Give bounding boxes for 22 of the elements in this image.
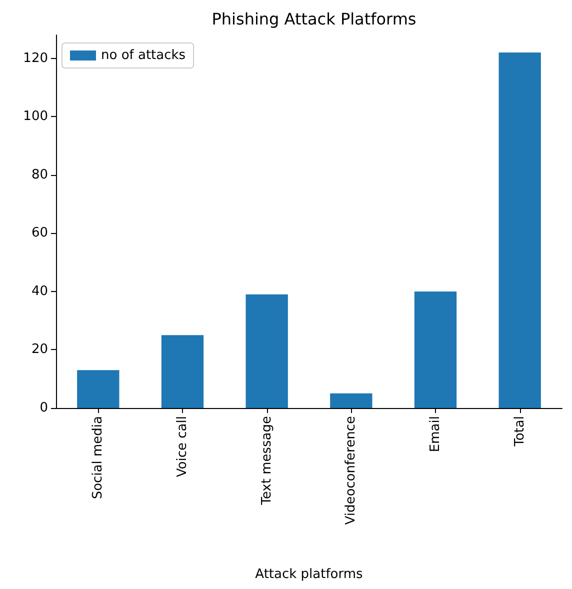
x-axis-title: Attack platforms: [255, 567, 364, 582]
bar: [498, 52, 541, 408]
y-tick-label: 0: [40, 400, 48, 416]
bar: [77, 370, 120, 408]
bar: [161, 335, 204, 408]
y-tick-label: 60: [31, 226, 48, 241]
y-tick-label: 20: [31, 342, 48, 358]
bar: [414, 291, 457, 408]
y-tick-label: 120: [23, 50, 48, 66]
x-tick-label: Total: [512, 416, 528, 448]
x-tick-label: Videoconference: [344, 416, 359, 525]
x-tick-label: Voice call: [175, 416, 190, 478]
bar: [246, 294, 288, 408]
bar: [330, 393, 372, 408]
y-tick-label: 40: [31, 284, 48, 299]
x-tick-label: Text message: [259, 416, 274, 506]
x-tick-label: Social media: [90, 416, 106, 500]
legend-label: no of attacks: [101, 48, 186, 63]
y-tick-label: 80: [31, 167, 48, 182]
x-tick-label: Email: [428, 416, 443, 452]
chart-title: Phishing Attack Platforms: [212, 10, 416, 28]
y-tick-label: 100: [23, 109, 48, 124]
